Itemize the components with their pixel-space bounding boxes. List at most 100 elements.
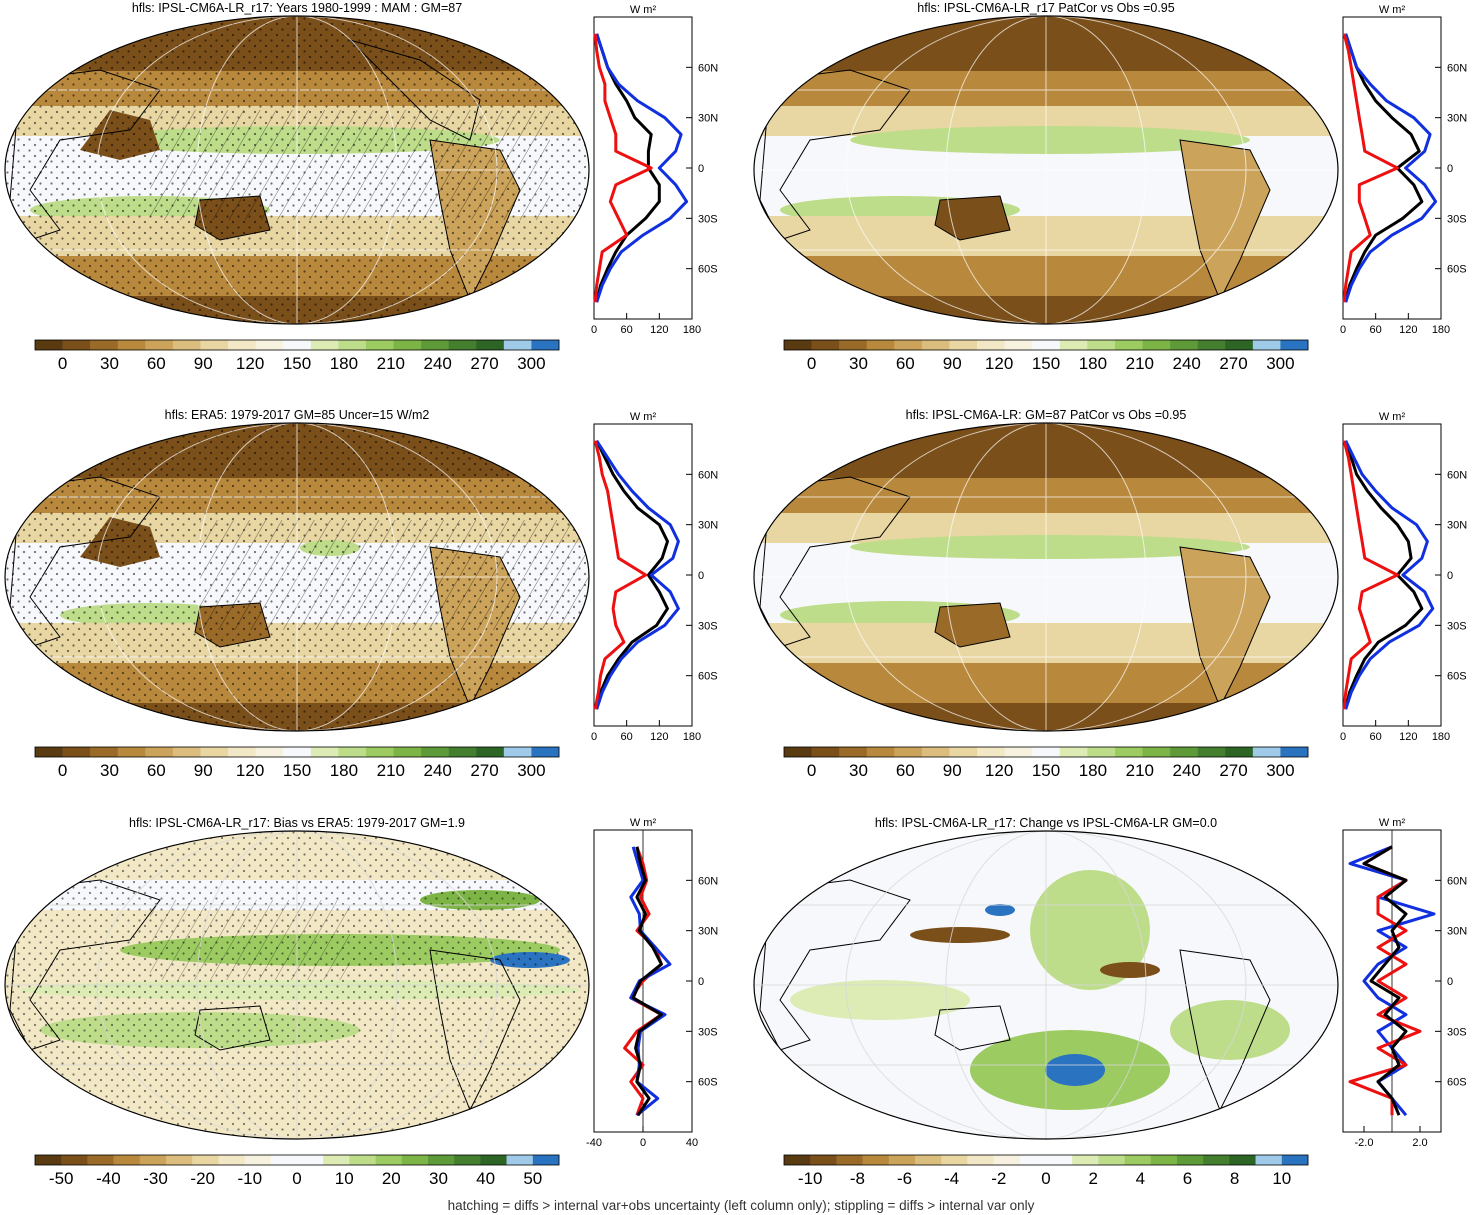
profile-line-model bbox=[595, 440, 669, 710]
colorbar-swatch bbox=[1280, 747, 1309, 757]
colorbar-label: 4 bbox=[1136, 1169, 1145, 1188]
profile-xtick-label: 0 bbox=[640, 1137, 646, 1149]
colorbar-swatch bbox=[139, 1155, 167, 1165]
zonal-profile: 60N 30N 0 30S 60S 0 60 120 180 W m² bbox=[1340, 411, 1467, 743]
colorbar-swatch bbox=[784, 747, 812, 757]
colorbar-swatch bbox=[836, 1155, 863, 1165]
profile-ytick-label: 60S bbox=[698, 671, 718, 683]
colorbar-label: 300 bbox=[1266, 761, 1294, 780]
colorbar-swatch bbox=[1142, 340, 1171, 350]
colorbar-swatch bbox=[967, 1155, 994, 1165]
colorbar: -10 -8 -6 -4 -2 0 2 4 6 8 10 bbox=[783, 1154, 1309, 1188]
profile-ytick-label: 30S bbox=[698, 620, 718, 632]
profile-xtick-label: 60 bbox=[621, 731, 633, 743]
map-3 bbox=[754, 423, 1338, 731]
zonal-profile: 60N 30N 0 30S 60S -2.0 2.0 W m² bbox=[1342, 817, 1467, 1149]
profile-ytick-label: 30S bbox=[698, 213, 718, 225]
colorbar-swatch bbox=[839, 747, 868, 757]
colorbar-swatch bbox=[401, 1155, 429, 1165]
colorbar-swatch bbox=[338, 340, 367, 350]
colorbar-label: -30 bbox=[143, 1169, 168, 1188]
panel-title: hfls: IPSL-CM6A-LR_r17: Change vs IPSL-C… bbox=[875, 816, 1217, 830]
colorbar-label: 240 bbox=[1173, 354, 1201, 373]
profile-ytick-label: 30N bbox=[1447, 113, 1467, 125]
colorbar-swatch bbox=[454, 1155, 481, 1165]
profile-line-diff bbox=[593, 33, 653, 303]
profile-xtick-label: 60 bbox=[1370, 731, 1382, 743]
colorbar-swatch bbox=[1203, 1155, 1230, 1165]
colorbar-labels: -10 -8 -6 -4 -2 0 2 4 6 8 10 bbox=[798, 1169, 1291, 1188]
profile-xtick-label: 120 bbox=[650, 324, 668, 336]
profile-line-model bbox=[1362, 845, 1408, 1116]
colorbar-swatch bbox=[503, 340, 532, 350]
colorbar-frame bbox=[34, 339, 560, 351]
colorbar-swatch bbox=[941, 1155, 968, 1165]
colorbar-swatch bbox=[888, 1155, 916, 1165]
colorbar-swatch bbox=[1197, 747, 1226, 757]
colorbar-swatch bbox=[1142, 747, 1171, 757]
zonal-profile: 60N 30N 0 30S 60S -40 0 40 W m² bbox=[586, 817, 718, 1149]
profile-line-diff bbox=[593, 440, 648, 710]
panel-4: hfls: IPSL-CM6A-LR_r17: Bias vs ERA5: 19… bbox=[4, 816, 718, 1188]
colorbar-label: -10 bbox=[238, 1169, 263, 1188]
colorbar-label: 240 bbox=[424, 761, 452, 780]
colorbar-swatch bbox=[784, 1155, 811, 1165]
colorbar-label: 60 bbox=[147, 761, 166, 780]
colorbar-swatch bbox=[532, 1155, 560, 1165]
colorbar-swatch bbox=[172, 340, 201, 350]
colorbar-label: 30 bbox=[849, 761, 868, 780]
colorbar-labels: 0 30 60 90 120 150 180 210 240 270 300 bbox=[58, 761, 546, 780]
colorbar-swatch bbox=[448, 747, 477, 757]
colorbar-swatch bbox=[1019, 1155, 1047, 1165]
panel-title: hfls: IPSL-CM6A-LR_r17: Years 1980-1999 … bbox=[132, 1, 462, 15]
colorbar-label: 60 bbox=[896, 354, 915, 373]
colorbar-frame bbox=[783, 1154, 1309, 1166]
colorbar-swatch bbox=[35, 340, 63, 350]
footnote: hatching = diffs > internal var+obs unce… bbox=[448, 1198, 1035, 1213]
colorbar-swatch bbox=[810, 1155, 837, 1165]
colorbar-label: 150 bbox=[283, 761, 311, 780]
colorbar-label: 150 bbox=[283, 354, 311, 373]
panel-5: hfls: IPSL-CM6A-LR_r17: Change vs IPSL-C… bbox=[753, 816, 1467, 1188]
colorbar-swatch bbox=[421, 747, 449, 757]
colorbar-label: 150 bbox=[1032, 354, 1060, 373]
colorbar-swatch bbox=[192, 1155, 219, 1165]
colorbar-label: 90 bbox=[194, 761, 213, 780]
profile-ytick-label: 30N bbox=[1447, 926, 1467, 938]
panel-title: hfls: IPSL-CM6A-LR_r17 PatCor vs Obs =0.… bbox=[917, 1, 1174, 15]
map-1 bbox=[754, 16, 1338, 324]
colorbar-frame bbox=[34, 746, 560, 758]
profile-xtick-label: 180 bbox=[683, 731, 701, 743]
colorbar-swatch bbox=[228, 747, 256, 757]
colorbar-swatch bbox=[811, 340, 840, 350]
colorbar-label: 300 bbox=[1266, 354, 1294, 373]
colorbar-swatch bbox=[839, 340, 868, 350]
profile-ytick-label: 60S bbox=[1447, 264, 1467, 276]
colorbar-swatch bbox=[166, 1155, 193, 1165]
colorbar-swatch bbox=[1004, 747, 1033, 757]
colorbar-label: 120 bbox=[985, 761, 1013, 780]
colorbar-swatch bbox=[428, 1155, 455, 1165]
profile-xtick-label: 180 bbox=[683, 324, 701, 336]
colorbar-label: 30 bbox=[429, 1169, 448, 1188]
colorbar: 0 30 60 90 120 150 180 210 240 270 300 bbox=[783, 339, 1309, 373]
colorbar: 0 30 60 90 120 150 180 210 240 270 300 bbox=[783, 746, 1309, 780]
colorbar-swatch bbox=[61, 1155, 88, 1165]
profile-xtick-label: -40 bbox=[586, 1137, 602, 1149]
colorbar-swatch bbox=[297, 1155, 324, 1165]
colorbar-swatch bbox=[866, 340, 895, 350]
profile-ytick-label: 60S bbox=[698, 1077, 718, 1089]
colorbar-label: 210 bbox=[377, 354, 405, 373]
panel-0: hfls: IPSL-CM6A-LR_r17: Years 1980-1999 … bbox=[4, 1, 718, 373]
colorbar-label: 270 bbox=[1219, 761, 1247, 780]
colorbar-label: 210 bbox=[1126, 761, 1154, 780]
colorbar-swatch bbox=[323, 1155, 350, 1165]
colorbar-label: 6 bbox=[1183, 1169, 1192, 1188]
colorbar-frame bbox=[783, 746, 1309, 758]
colorbar-swatch bbox=[218, 1155, 245, 1165]
panel-3: hfls: IPSL-CM6A-LR: GM=87 PatCor vs Obs … bbox=[753, 408, 1467, 780]
profile-ytick-label: 60N bbox=[1447, 875, 1467, 887]
colorbar-label: 0 bbox=[292, 1169, 301, 1188]
profile-ytick-label: 0 bbox=[698, 163, 704, 175]
colorbar-label: 90 bbox=[943, 761, 962, 780]
